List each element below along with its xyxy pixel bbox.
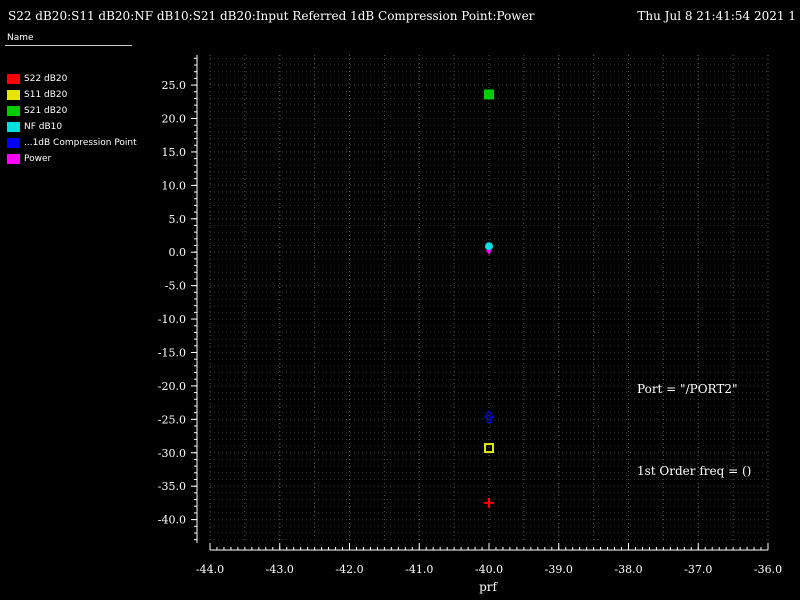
data-point xyxy=(484,89,494,100)
x-tick-label: -37.0 xyxy=(684,563,712,576)
x-tick-label: -41.0 xyxy=(405,563,433,576)
legend-item[interactable]: ...1dB Compression Point xyxy=(7,138,137,154)
data-point xyxy=(483,410,495,423)
legend-swatch xyxy=(7,90,20,100)
data-marks xyxy=(483,89,495,508)
y-tick-label: -40.0 xyxy=(158,514,186,527)
data-point xyxy=(485,242,493,251)
legend-swatch xyxy=(7,106,20,116)
y-tick-label: -30.0 xyxy=(158,447,186,460)
data-point-marker xyxy=(484,443,494,454)
legend-item[interactable]: Power xyxy=(7,154,137,170)
axes: -44.0 -43.0 -42.0 -41.0 -40.0 -39.0 -38.0 -37.0… xyxy=(158,55,782,576)
legend-label: S22 dB20 xyxy=(24,74,68,84)
legend-swatch xyxy=(7,154,20,164)
x-axis-label: prf xyxy=(479,580,498,594)
data-point xyxy=(484,443,494,454)
annotation-port: Port = "/PORT2" xyxy=(637,382,738,396)
annotation-freq: 1st Order freq = () xyxy=(637,464,751,478)
timestamp: Thu Jul 8 21:41:54 2021 1 xyxy=(637,9,796,23)
data-point-marker xyxy=(486,249,492,255)
y-tick-label: -5.0 xyxy=(165,280,186,293)
data-point xyxy=(486,249,492,255)
x-tick-label: -40.0 xyxy=(475,563,503,576)
data-point-marker xyxy=(484,89,494,100)
legend-item[interactable]: S21 dB20 xyxy=(7,106,137,122)
legend-label: ...1dB Compression Point xyxy=(24,138,137,148)
legend: S22 dB20 S11 dB20 S21 dB20 NF dB10 ...1d… xyxy=(7,74,137,170)
legend-item[interactable]: NF dB10 xyxy=(7,122,137,138)
y-tick-label: 10.0 xyxy=(162,179,187,192)
x-tick-label: -43.0 xyxy=(266,563,294,576)
y-tick-label: -35.0 xyxy=(158,480,186,493)
data-point-marker xyxy=(485,242,493,251)
legend-label: S11 dB20 xyxy=(24,90,68,100)
legend-item[interactable]: S22 dB20 xyxy=(7,74,137,90)
y-tick-label: -20.0 xyxy=(158,380,186,393)
y-tick-label: 15.0 xyxy=(162,146,187,159)
grid xyxy=(209,55,769,543)
y-tick-label: -25.0 xyxy=(158,413,186,426)
y-tick-label: -15.0 xyxy=(158,346,186,359)
y-tick-label: 0.0 xyxy=(169,246,187,259)
legend-label: NF dB10 xyxy=(24,122,63,132)
y-tick-label: 20.0 xyxy=(162,113,187,126)
legend-label: S21 dB20 xyxy=(24,106,68,116)
legend-header: Name xyxy=(7,33,34,43)
y-tick-label: 25.0 xyxy=(162,79,187,92)
data-point xyxy=(484,497,494,508)
x-tick-label: -42.0 xyxy=(335,563,363,576)
y-tick-label: -10.0 xyxy=(158,313,186,326)
x-tick-label: -39.0 xyxy=(545,563,573,576)
x-tick-label: -44.0 xyxy=(196,563,224,576)
legend-label: Power xyxy=(24,154,52,164)
data-point-marker xyxy=(483,410,495,423)
plot-title: S22 dB20:S11 dB20:NF dB10:S21 dB20:Input… xyxy=(8,9,535,23)
legend-divider xyxy=(5,45,132,46)
legend-item[interactable]: S11 dB20 xyxy=(7,90,137,106)
y-tick-label: 5.0 xyxy=(169,213,187,226)
data-point-marker xyxy=(484,497,494,508)
legend-swatch xyxy=(7,138,20,148)
legend-swatch xyxy=(7,122,20,132)
legend-swatch xyxy=(7,74,20,84)
x-tick-label: -38.0 xyxy=(614,563,642,576)
x-tick-label: -36.0 xyxy=(754,563,782,576)
